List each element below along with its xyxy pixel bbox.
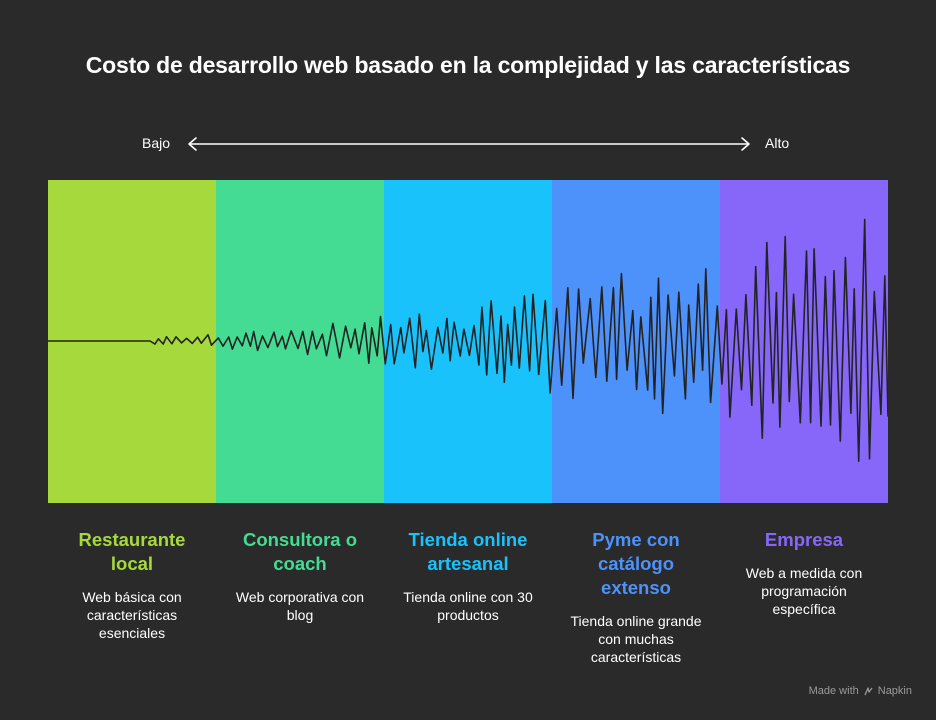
credit-brand: Napkin [877, 685, 912, 697]
category-title: Tienda online artesanal [408, 529, 528, 574]
category-restaurante: Restaurante local Web básica con caracte… [48, 528, 216, 642]
made-with-credit: Made with Napkin [809, 685, 912, 697]
category-title: Empresa [764, 529, 844, 550]
category-description: Tienda online grande con muchas caracter… [570, 613, 702, 665]
band-pyme [552, 180, 720, 503]
category-consultora: Consultora o coach Web corporativa con b… [216, 528, 384, 624]
category-empresa: Empresa Web a medida con programación es… [720, 528, 888, 618]
axis-low-label: Bajo [142, 135, 171, 151]
complexity-waveform [48, 218, 888, 463]
category-description: Web corporativa con blog [235, 589, 365, 623]
napkin-logo-icon [864, 686, 873, 695]
category-pyme: Pyme con catálogo extenso Tienda online … [552, 528, 720, 666]
category-title: Consultora o coach [242, 529, 358, 574]
category-tienda: Tienda online artesanal Tienda online co… [384, 528, 552, 624]
axis-high-label: Alto [765, 135, 790, 151]
credit-prefix: Made with [808, 685, 859, 697]
double-arrow-icon [188, 137, 750, 151]
category-title: Pyme con catálogo extenso [592, 529, 680, 598]
category-description: Web básica con características esenciale… [82, 589, 182, 641]
page-title: Costo de desarrollo web basado en la com… [85, 52, 851, 78]
category-title: Restaurante local [78, 529, 186, 574]
category-description: Web a medida con programación específica [745, 565, 863, 617]
category-description: Tienda online con 30 productos [403, 589, 533, 623]
